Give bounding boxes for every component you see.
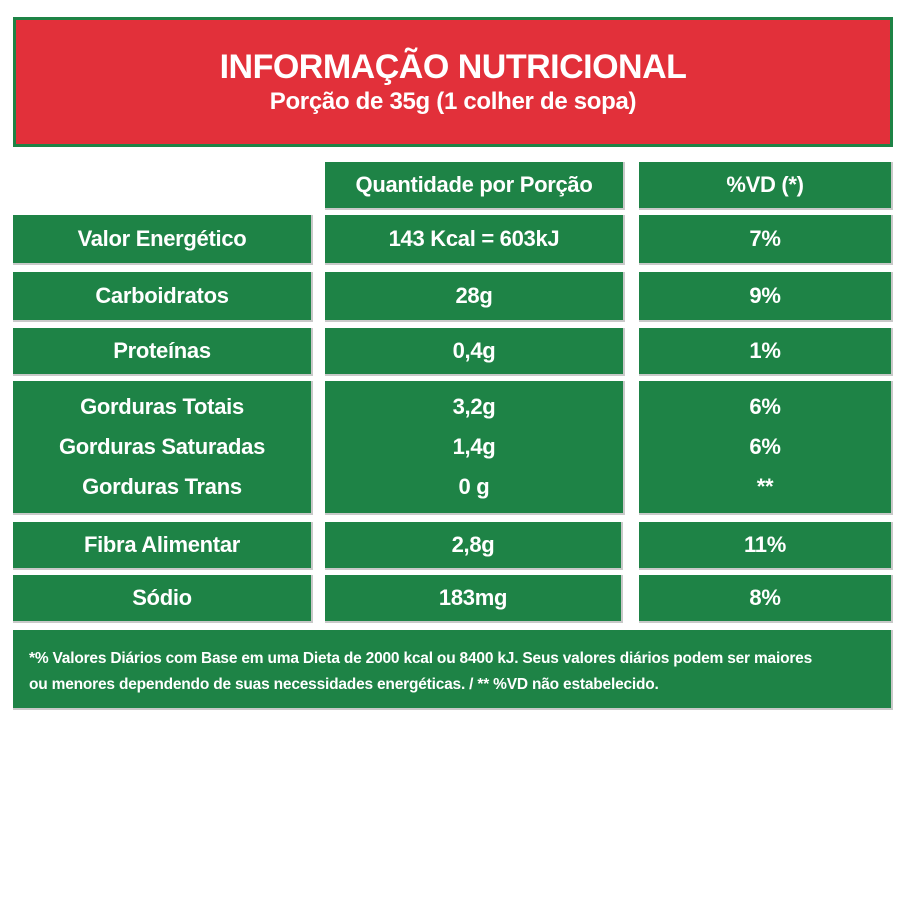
header-title: INFORMAÇÃO NUTRICIONAL (219, 48, 687, 86)
row-dv-energy: 7% (639, 215, 893, 265)
row-label-protein: Proteínas (13, 328, 313, 376)
row-quantity-sodium: 183mg (325, 575, 623, 623)
row-label-energy: Valor Energético (13, 215, 313, 265)
row-label-total-fat: Gorduras Totais (80, 394, 244, 419)
fats-dv: 6% 6% ** (639, 381, 893, 515)
row-quantity-fiber: 2,8g (325, 522, 623, 570)
header-subtitle: Porção de 35g (1 colher de sopa) (269, 88, 637, 115)
footnote: *% Valores Diários com Base em uma Dieta… (13, 630, 893, 710)
row-label-fiber: Fibra Alimentar (13, 522, 313, 570)
footnote-line-2: ou menores dependendo de suas necessidad… (29, 676, 659, 693)
row-dv-sodium: 8% (639, 575, 893, 623)
row-quantity-protein: 0,4g (325, 328, 625, 376)
row-label-saturated-fat: Gorduras Saturadas (58, 434, 266, 459)
row-quantity-carbs: 28g (325, 272, 625, 322)
column-header-dv: %VD (*) (639, 162, 893, 210)
row-label-trans-fat: Gorduras Trans (82, 474, 242, 499)
row-quantity-energy: 143 Kcal = 603kJ (325, 215, 625, 265)
row-dv-saturated-fat: 6% (749, 434, 781, 459)
row-quantity-saturated-fat: 1,4g (452, 434, 496, 459)
fats-labels: Gorduras Totais Gorduras Saturadas Gordu… (13, 381, 313, 515)
row-quantity-trans-fat: 0 g (458, 474, 490, 499)
footnote-line-1: *% Valores Diários com Base em uma Dieta… (29, 650, 813, 667)
row-label-carbs: Carboidratos (13, 272, 313, 322)
nutrition-header: INFORMAÇÃO NUTRICIONAL Porção de 35g (1 … (13, 17, 893, 147)
fats-quantities: 3,2g 1,4g 0 g (325, 381, 625, 515)
row-label-sodium: Sódio (13, 575, 313, 623)
row-dv-trans-fat: ** (756, 474, 774, 499)
column-header-quantity: Quantidade por Porção (325, 162, 625, 210)
row-dv-fiber: 11% (639, 522, 893, 570)
row-quantity-total-fat: 3,2g (452, 394, 496, 419)
row-dv-total-fat: 6% (749, 394, 781, 419)
row-dv-protein: 1% (639, 328, 893, 376)
row-dv-carbs: 9% (639, 272, 893, 322)
